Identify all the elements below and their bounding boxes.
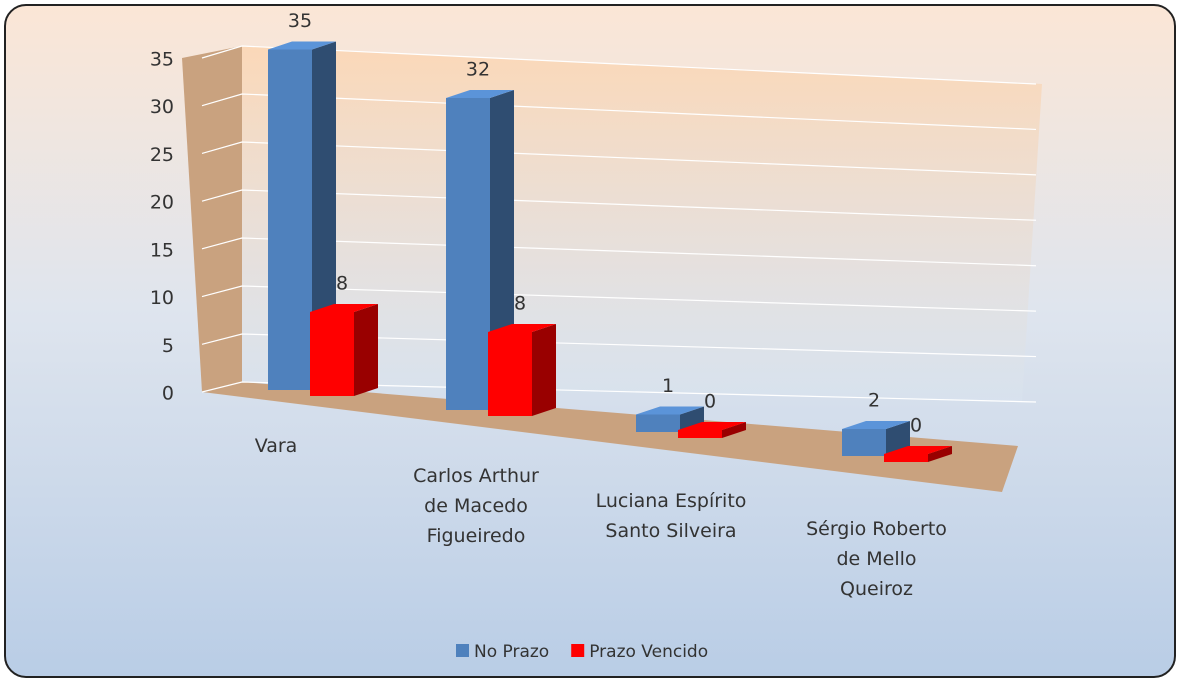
value-label: 0 bbox=[910, 415, 922, 437]
bar-top bbox=[268, 41, 336, 50]
bar bbox=[268, 41, 336, 390]
legend-swatch bbox=[571, 644, 585, 657]
bar-front bbox=[268, 49, 312, 390]
legend-swatch bbox=[456, 644, 469, 657]
chart-frame: 0 5 10 15 20 25 30 35 35 8 32 8 1 0 2 0 No Prazo Prazo Ve… bbox=[4, 4, 1176, 678]
y-tick-label: 35 bbox=[150, 49, 174, 71]
legend-label: Prazo Vencido bbox=[589, 642, 708, 662]
bar-top bbox=[310, 304, 378, 312]
legend-label: No Prazo bbox=[474, 642, 549, 662]
bar bbox=[488, 324, 556, 416]
value-label: 0 bbox=[704, 391, 716, 413]
bar-side bbox=[354, 304, 378, 396]
x-tick-label: Vara bbox=[254, 435, 298, 457]
x-tick-label: Carlos Arthur de Macedo Figueiredo bbox=[413, 465, 539, 547]
bar-front bbox=[636, 414, 680, 432]
value-label: 8 bbox=[514, 293, 526, 315]
back-wall bbox=[242, 46, 1042, 402]
value-label: 35 bbox=[288, 10, 312, 32]
bar bbox=[310, 304, 378, 396]
x-tick-label: Sérgio Roberto de Mello Queiroz bbox=[806, 518, 947, 600]
value-label: 2 bbox=[868, 390, 880, 412]
grid-line bbox=[201, 285, 1037, 312]
y-tick-label: 15 bbox=[150, 239, 174, 261]
grid-line bbox=[201, 45, 1037, 85]
y-tick-label: 5 bbox=[162, 335, 174, 357]
value-label: 8 bbox=[336, 273, 348, 295]
bar-front bbox=[678, 430, 722, 438]
bar-top bbox=[636, 406, 704, 415]
bar-top bbox=[842, 421, 910, 429]
bar-top bbox=[488, 324, 556, 332]
bar bbox=[678, 422, 746, 438]
grid-line bbox=[201, 333, 1037, 358]
grid-line bbox=[201, 93, 1037, 131]
y-tick-label: 20 bbox=[150, 192, 174, 214]
floor bbox=[202, 382, 1018, 492]
bar-side bbox=[312, 41, 336, 390]
grid-line bbox=[201, 381, 1037, 403]
y-tick-label: 0 bbox=[162, 383, 174, 405]
grid-line bbox=[201, 141, 1037, 176]
bar bbox=[884, 446, 952, 462]
y-tick-label: 30 bbox=[150, 96, 174, 118]
bar-top bbox=[678, 422, 746, 430]
bar-side bbox=[886, 421, 910, 456]
bar-top bbox=[446, 90, 514, 98]
bar-front bbox=[446, 98, 490, 410]
bar-front bbox=[842, 429, 886, 456]
bar-side bbox=[928, 446, 952, 462]
value-label: 1 bbox=[662, 375, 674, 397]
bar-front bbox=[310, 312, 354, 396]
y-tick-label: 10 bbox=[150, 287, 174, 309]
value-label: 32 bbox=[466, 59, 490, 81]
bar-side bbox=[722, 422, 746, 438]
grid-line bbox=[201, 237, 1037, 267]
y-tick-label: 25 bbox=[150, 144, 174, 166]
bar-top bbox=[884, 446, 952, 454]
side-wall bbox=[182, 46, 242, 392]
bar-front bbox=[884, 454, 928, 462]
x-tick-label: Luciana Espírito Santo Silveira bbox=[595, 490, 747, 542]
bar-front bbox=[488, 332, 532, 416]
bar bbox=[842, 421, 910, 456]
grid-line bbox=[201, 189, 1037, 221]
bar-side bbox=[532, 324, 556, 416]
